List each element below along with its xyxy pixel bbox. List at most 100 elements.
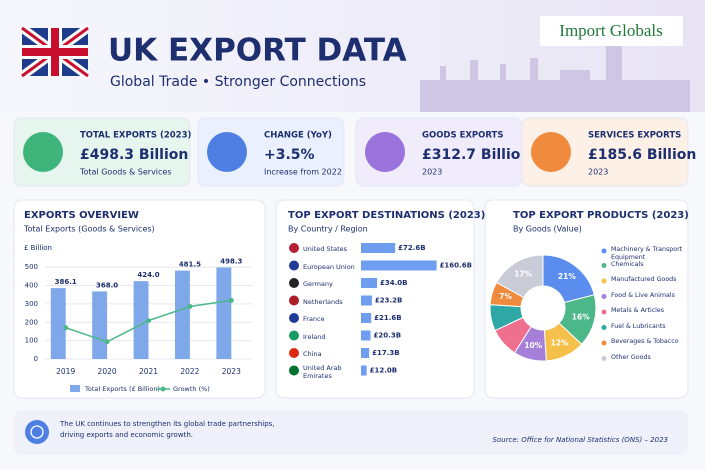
- category-label: China: [303, 350, 322, 358]
- bar: [361, 295, 372, 306]
- flag-icon: [289, 348, 299, 358]
- value-label: 10%: [524, 341, 542, 350]
- value-label: £34.0B: [380, 279, 407, 287]
- x-tick-label: 2023: [222, 367, 241, 376]
- footer-text-box: The UK continues to strengthen its globa…: [60, 420, 275, 439]
- legend-swatch: [601, 325, 607, 330]
- chart-subtitle: Total Exports (Goods & Services): [23, 225, 155, 234]
- legend-swatch: [601, 263, 607, 268]
- chart-title: TOP EXPORT PRODUCTS (2023): [513, 210, 689, 221]
- bar: [216, 267, 232, 359]
- legend-label-box: Manufactured Goods: [611, 276, 677, 283]
- kpi-label: SERVICES EXPORTS: [588, 131, 681, 141]
- category-label-box: United States: [303, 245, 347, 253]
- category-label-box: United Arab Emirates: [303, 363, 342, 380]
- bar: [133, 281, 149, 359]
- y-axis-label: £ Billion: [24, 244, 52, 252]
- chart-subtitle: By Country / Region: [288, 225, 368, 234]
- legend-swatch: [601, 340, 607, 346]
- bar: [361, 243, 396, 253]
- legend-label-box: Machinery & Transport Equipment: [611, 246, 683, 261]
- legend-swatch: [160, 386, 166, 392]
- kpi-label: CHANGE (YoY): [264, 131, 332, 141]
- slice: [495, 254, 544, 299]
- kpi-card: [521, 117, 689, 187]
- kpi-icon: [365, 132, 405, 172]
- legend-label: Machinery & Transport Equipment: [611, 246, 683, 261]
- flag-icon: [289, 365, 299, 376]
- value-label: 498.3: [220, 257, 242, 265]
- category-label-box: Germany: [303, 280, 333, 288]
- kpi-note: Total Goods & Services: [79, 168, 172, 177]
- point: [146, 318, 151, 324]
- legend-swatch: [601, 294, 607, 299]
- flag-icon: [289, 243, 299, 253]
- x-tick-label: 2019: [56, 367, 75, 376]
- value-label: 424.0: [137, 271, 159, 279]
- legend-label: Growth (%): [173, 385, 210, 393]
- value-label: £20.3B: [374, 332, 401, 340]
- flag-icon: [289, 260, 299, 271]
- kpi-label: TOTAL EXPORTS (2023): [80, 131, 192, 141]
- bar: [361, 365, 367, 376]
- category-label-box: Ireland: [303, 333, 325, 341]
- title: UK EXPORT DATA: [108, 33, 407, 69]
- footer-panel: [14, 410, 688, 455]
- x-tick-label: 2020: [98, 367, 117, 376]
- flag: [19, 24, 91, 80]
- legend-label-box: Metals & Articles: [611, 307, 665, 314]
- y-tick-label: 400: [25, 282, 38, 290]
- bar: [361, 330, 371, 341]
- logo-box: [540, 16, 683, 46]
- logo: Import Globals: [559, 21, 662, 40]
- value-label: 17%: [514, 269, 532, 278]
- point: [228, 297, 234, 303]
- kpi-label: GOODS EXPORTS: [422, 131, 503, 141]
- category-label-box: China: [303, 350, 322, 358]
- kpi-icon: [23, 132, 63, 172]
- legend-label: Metals & Articles: [611, 307, 665, 314]
- legend-label-box: Other Goods: [611, 353, 651, 361]
- value-label: 481.5: [179, 261, 201, 269]
- bar: [361, 313, 372, 323]
- globe-icon: [25, 420, 49, 444]
- value-label: 16%: [572, 313, 590, 322]
- kpi-icon: [531, 132, 571, 172]
- category-label: United Arab Emirates: [303, 363, 342, 380]
- kpi-note: 2023: [588, 168, 608, 177]
- bar: [361, 278, 377, 288]
- legend-swatch: [601, 248, 607, 254]
- legend-label-box: Food & Live Animals: [611, 291, 675, 299]
- y-tick-label: 300: [25, 300, 38, 308]
- chart-title: EXPORTS OVERVIEW: [24, 210, 139, 221]
- x-tick-label: 2021: [139, 367, 158, 376]
- y-tick-label: 500: [25, 263, 38, 271]
- x-tick-label: 2022: [180, 367, 199, 376]
- value-label: £72.6B: [398, 244, 425, 252]
- kpi-value: £498.3 Billion: [80, 147, 188, 163]
- legend-label: Food & Live Animals: [611, 291, 675, 299]
- y-tick-label: 200: [25, 318, 38, 326]
- bar: [50, 288, 66, 359]
- category-label: Germany: [303, 280, 333, 288]
- flag-icon: [289, 295, 299, 306]
- value-label: 12%: [551, 338, 569, 347]
- point: [63, 325, 69, 331]
- legend-label-box: Fuel & Lubricants: [611, 322, 666, 330]
- bar: [361, 348, 370, 358]
- value-label: 7%: [499, 292, 512, 301]
- category-label-box: France: [303, 315, 325, 323]
- legend-label: Manufactured Goods: [611, 276, 677, 283]
- category-label: European Union: [303, 262, 355, 271]
- flag-icon: [289, 278, 299, 288]
- legend-label-box: Chemicals: [611, 261, 644, 268]
- value-label: £17.3B: [372, 349, 399, 357]
- bar: [174, 270, 190, 359]
- legend-label: Other Goods: [611, 353, 651, 361]
- kpi-value: £312.7 Billion: [422, 147, 530, 163]
- legend-label: Fuel & Lubricants: [611, 322, 666, 330]
- flag-icon: [289, 330, 299, 341]
- y-tick-label: 0: [34, 355, 38, 363]
- source: Source: Office for National Statistics (…: [492, 436, 668, 444]
